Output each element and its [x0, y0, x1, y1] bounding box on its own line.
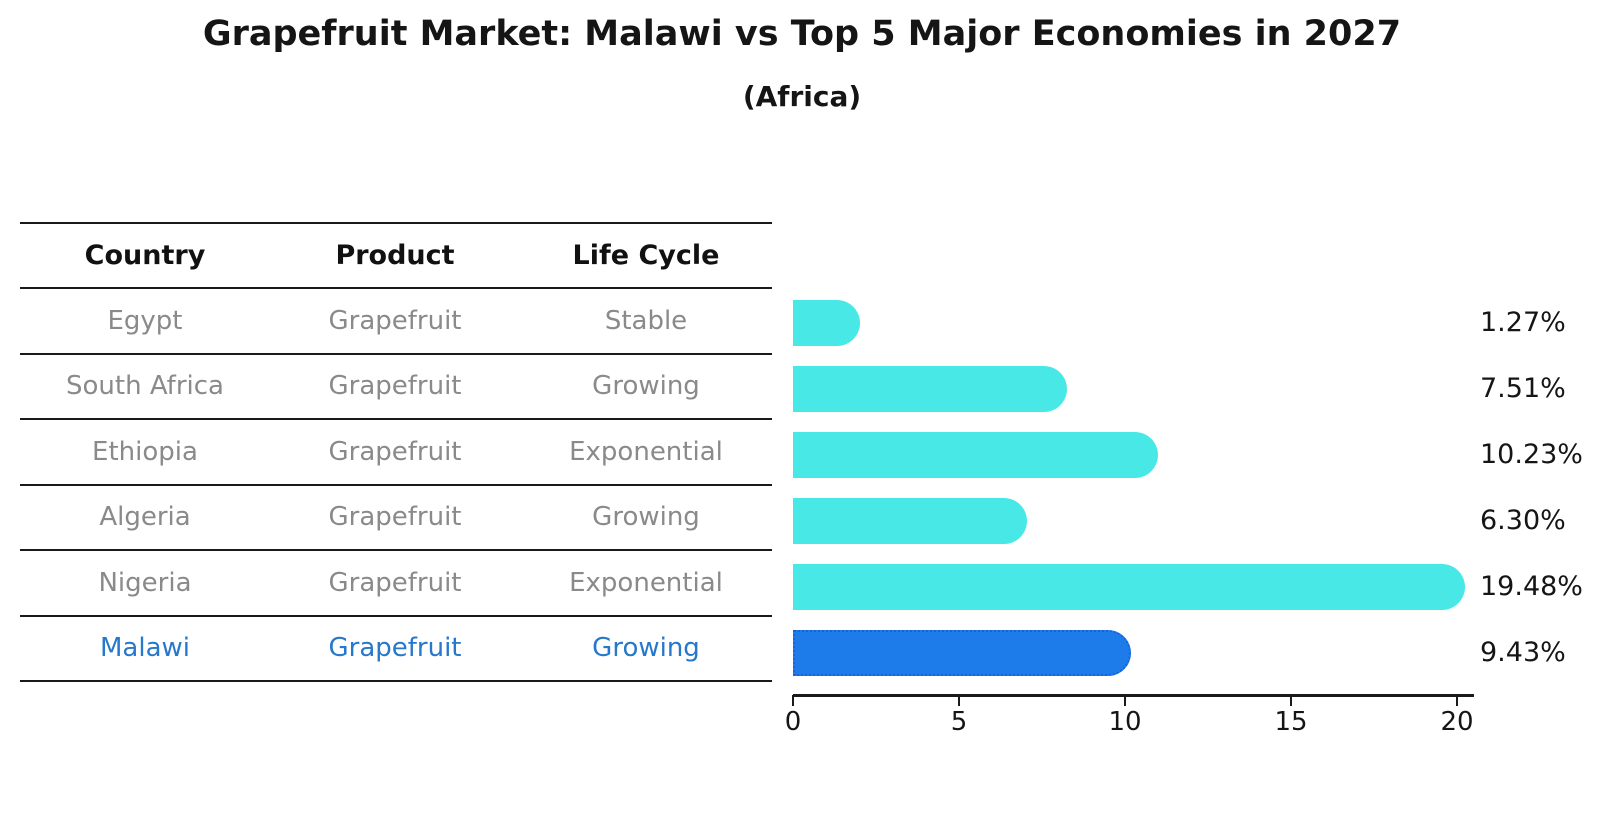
- cell-product: Grapefruit: [328, 633, 462, 664]
- x-tick-20: [1455, 695, 1459, 706]
- x-tick-label-5: 5: [950, 707, 968, 737]
- country-table: Country Product Life Cycle Egypt Grapefruit…: [20, 222, 772, 682]
- table-header-row: Country Product Life Cycle: [20, 222, 772, 289]
- cell-product: Grapefruit: [328, 567, 462, 598]
- cell-country: Egypt: [107, 305, 183, 336]
- cell-product: Grapefruit: [328, 436, 462, 467]
- cell-country: Algeria: [99, 502, 191, 533]
- cell-country: Nigeria: [98, 567, 192, 598]
- cell-product: Grapefruit: [328, 371, 462, 402]
- table-header-country: Country: [84, 240, 206, 271]
- cell-product: Grapefruit: [328, 502, 462, 533]
- bar-egypt: [793, 300, 860, 346]
- value-label-algeria: 6.30%: [1480, 505, 1566, 536]
- table-header-product: Product: [335, 240, 455, 271]
- x-tick-label-10: 10: [1108, 707, 1142, 737]
- cell-product: Grapefruit: [328, 305, 462, 336]
- x-axis-line: [793, 694, 1474, 697]
- bar-south-africa: [793, 366, 1067, 412]
- table-row-egypt: Egypt Grapefruit Stable: [20, 289, 772, 355]
- table-row-algeria: Algeria Grapefruit Growing: [20, 486, 772, 551]
- cell-country: South Africa: [66, 371, 224, 402]
- chart-title: Grapefruit Market: Malawi vs Top 5 Major…: [202, 14, 1402, 54]
- cell-country: Malawi: [99, 633, 190, 664]
- x-tick-label-15: 15: [1274, 707, 1308, 737]
- table-row-malawi: Malawi Grapefruit Growing: [20, 617, 772, 682]
- bar-ethiopia: [793, 432, 1158, 478]
- value-label-south-africa: 7.51%: [1480, 373, 1566, 404]
- value-label-malawi: 9.43%: [1480, 637, 1566, 668]
- table-row-ethiopia: Ethiopia Grapefruit Exponential: [20, 420, 772, 486]
- value-label-egypt: 1.27%: [1480, 307, 1566, 338]
- x-tick-label-20: 20: [1440, 707, 1474, 737]
- value-label-nigeria: 19.48%: [1480, 571, 1583, 602]
- cell-life-cycle: Growing: [592, 502, 700, 533]
- x-tick-10: [1123, 695, 1127, 706]
- x-tick-label-0: 0: [784, 707, 802, 737]
- bar-nigeria: [793, 564, 1465, 610]
- table-row-nigeria: Nigeria Grapefruit Exponential: [20, 551, 772, 617]
- value-label-ethiopia: 10.23%: [1480, 439, 1583, 470]
- cell-life-cycle: Growing: [592, 633, 700, 664]
- x-tick-5: [957, 695, 961, 706]
- bar-algeria: [793, 498, 1027, 544]
- table-header-life-cycle: Life Cycle: [572, 240, 720, 271]
- cell-life-cycle: Exponential: [569, 567, 723, 598]
- x-tick-0: [791, 695, 795, 706]
- cell-country: Ethiopia: [92, 436, 198, 467]
- x-tick-15: [1289, 695, 1293, 706]
- bar-malawi: [793, 630, 1131, 676]
- cell-life-cycle: Exponential: [569, 436, 723, 467]
- cell-life-cycle: Growing: [592, 371, 700, 402]
- cell-life-cycle: Stable: [604, 305, 688, 336]
- table-row-south-africa: South Africa Grapefruit Growing: [20, 355, 772, 420]
- chart-subtitle: (Africa): [742, 80, 862, 113]
